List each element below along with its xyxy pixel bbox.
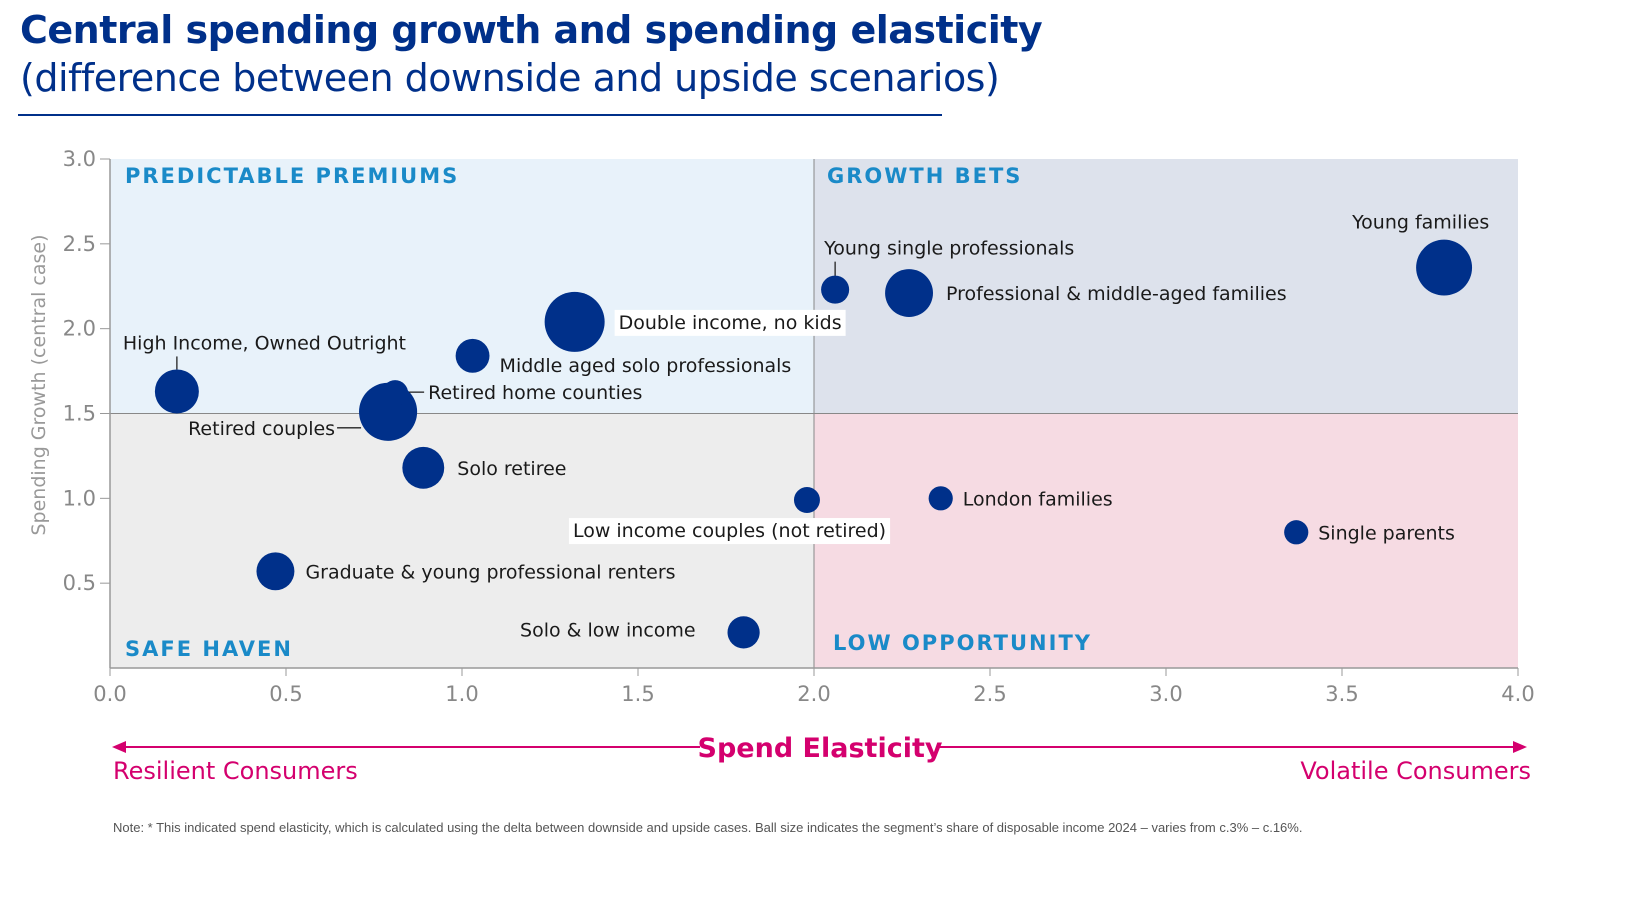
- data-label: Solo & low income: [520, 619, 696, 641]
- data-point: [1416, 239, 1473, 296]
- arrow-left-icon: [112, 741, 126, 753]
- y-tick-label: 0.5: [63, 571, 96, 595]
- y-tick-label: 1.0: [63, 486, 96, 510]
- data-point: [544, 291, 605, 352]
- quadrant-label-bottom-left: SAFE HAVEN: [125, 637, 293, 661]
- quadrant-label-bottom-right: LOW OPPORTUNITY: [833, 631, 1092, 655]
- quadrant-label-top-right: GROWTH BETS: [827, 164, 1022, 188]
- data-label: Solo retiree: [457, 458, 566, 480]
- data-point: [256, 552, 295, 591]
- data-label: Double income, no kids: [619, 312, 842, 334]
- quadrant-top-left: [110, 159, 814, 414]
- quadrant-bottom-right: [814, 413, 1518, 668]
- data-point: [402, 446, 445, 489]
- y-tick-label: 2.5: [63, 232, 96, 256]
- x-tick-label: 0.5: [269, 682, 302, 706]
- y-tick-label: 3.0: [63, 147, 96, 171]
- x-axis-label: Spend Elasticity: [698, 733, 943, 764]
- y-tick-label: 2.0: [63, 317, 96, 341]
- data-point: [382, 380, 409, 407]
- quadrant-label-top-left: PREDICTABLE PREMIUMS: [125, 164, 459, 188]
- x-axis-left-label: Resilient Consumers: [113, 757, 358, 785]
- data-point: [1284, 520, 1309, 545]
- x-axis-right-label: Volatile Consumers: [1300, 757, 1531, 785]
- data-point: [455, 338, 490, 373]
- x-tick-label: 3.0: [1149, 682, 1182, 706]
- data-label: Young single professionals: [823, 238, 1074, 260]
- x-tick-label: 1.5: [621, 682, 654, 706]
- data-label: Single parents: [1318, 522, 1455, 544]
- footnote: Note: * This indicated spend elasticity,…: [113, 820, 1303, 835]
- data-label: High Income, Owned Outright: [123, 332, 406, 354]
- y-tick-label: 1.5: [63, 402, 96, 426]
- x-tick-label: 2.5: [973, 682, 1006, 706]
- x-tick-label: 0.0: [93, 682, 126, 706]
- data-label: Young families: [1351, 212, 1489, 234]
- data-point: [793, 487, 820, 514]
- x-tick-label: 4.0: [1501, 682, 1534, 706]
- x-tick-label: 2.0: [797, 682, 830, 706]
- label-background: [614, 309, 846, 336]
- y-axis-label: Spending Growth (central case): [28, 234, 50, 535]
- data-point: [727, 616, 760, 649]
- title-divider: [18, 114, 942, 116]
- x-tick-label: 1.0: [445, 682, 478, 706]
- chart-title: Central spending growth and spending ela…: [20, 8, 1043, 52]
- x-tick-label: 3.5: [1325, 682, 1358, 706]
- data-label: Middle aged solo professionals: [500, 355, 792, 377]
- data-point: [821, 275, 850, 304]
- data-point: [928, 486, 953, 511]
- data-label: Professional & middle-aged families: [946, 283, 1287, 305]
- data-point: [885, 269, 933, 317]
- data-label: Retired home counties: [428, 382, 642, 404]
- chart-subtitle: (difference between downside and upside …: [20, 56, 1000, 100]
- data-label: Graduate & young professional renters: [305, 561, 675, 583]
- data-label: London families: [963, 488, 1113, 510]
- label-background: [568, 518, 891, 545]
- data-point: [154, 369, 199, 414]
- arrow-right-icon: [1513, 741, 1527, 753]
- data-label: Retired couples: [188, 418, 335, 440]
- data-label: Low income couples (not retired): [573, 520, 886, 542]
